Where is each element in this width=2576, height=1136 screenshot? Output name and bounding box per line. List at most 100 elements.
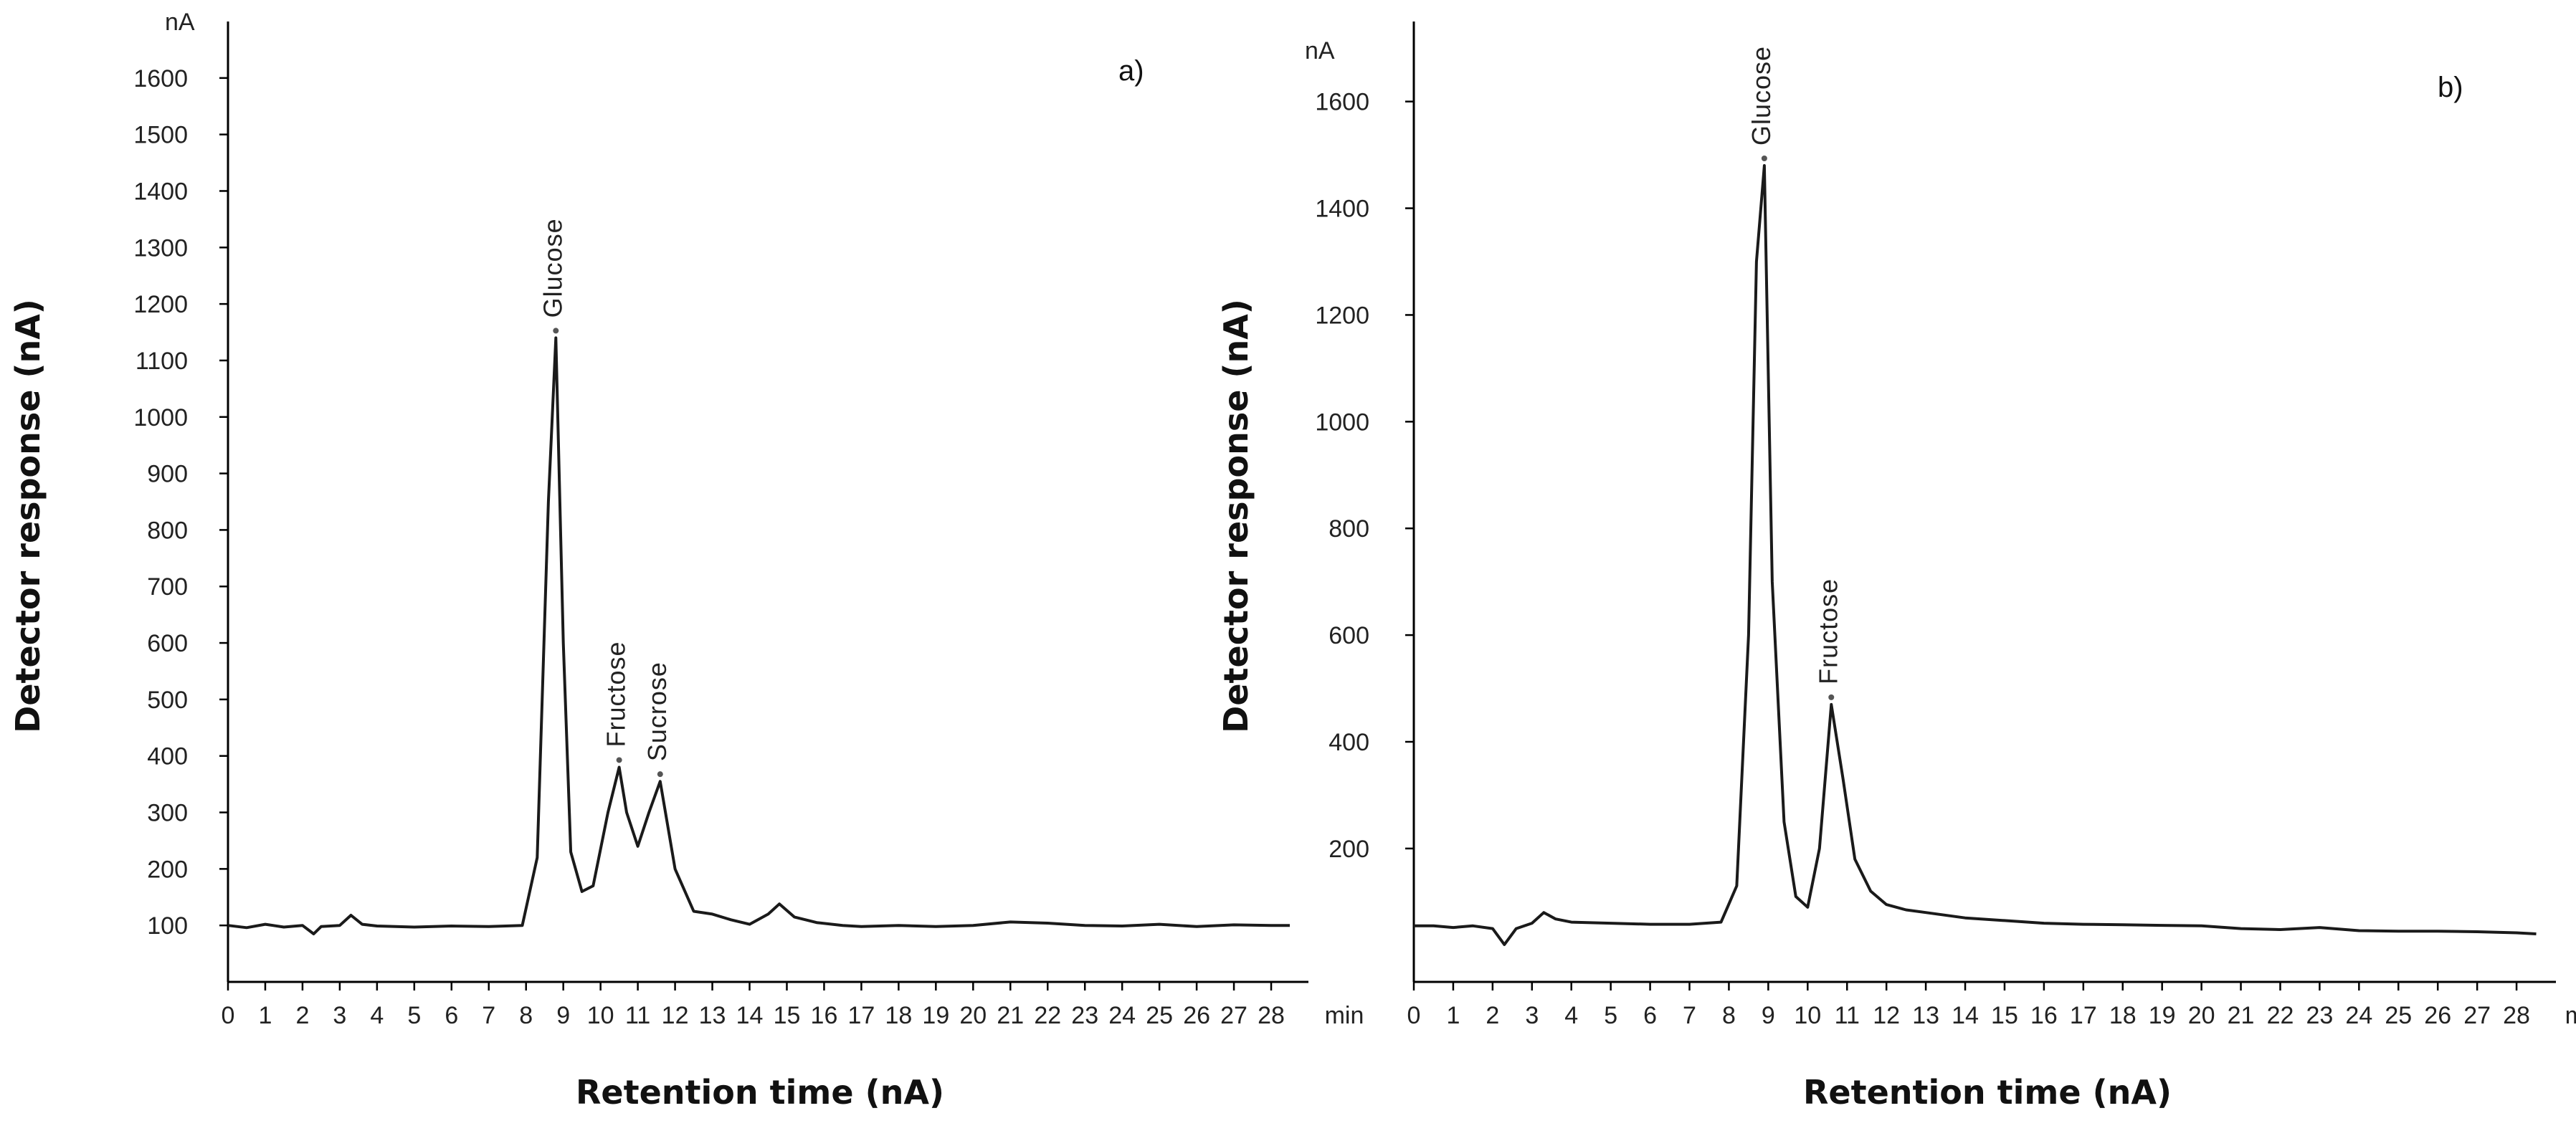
y-unit-label-a: nA: [165, 9, 195, 36]
x-tick-label: 24: [2345, 1002, 2372, 1029]
x-tick-label: 28: [2503, 1002, 2530, 1029]
x-tick-label: 19: [922, 1002, 949, 1029]
x-tick-label: 7: [482, 1002, 495, 1029]
panel-label-a: a): [1118, 55, 1144, 87]
x-tick-label: 23: [2306, 1002, 2333, 1029]
panel-label-b: b): [2438, 72, 2463, 103]
x-tick-label: 20: [959, 1002, 987, 1029]
y-tick-label: 800: [1329, 515, 1369, 543]
peak-label: Glucose: [538, 218, 567, 318]
y-axis-title-b: Detector response (nA): [1217, 299, 1255, 733]
y-tick-label: 1100: [136, 348, 188, 375]
x-tick-label: 28: [1258, 1002, 1285, 1029]
peak-label: Fructose: [1813, 578, 1843, 684]
chromatogram-trace-a: [227, 336, 1290, 935]
peak-label: Sucrose: [642, 662, 672, 761]
x-tick-label: 3: [333, 1002, 346, 1029]
x-tick-label: 17: [2070, 1002, 2097, 1029]
y-tick-label: 1000: [133, 404, 188, 431]
y-tick-label: 400: [147, 743, 188, 770]
x-tick-label: 19: [2149, 1002, 2176, 1029]
y-tick-label: 1200: [1315, 302, 1369, 329]
y-tick-label: 900: [147, 461, 188, 488]
x-tick-label: 11: [1835, 1002, 1860, 1029]
x-tick-label: 8: [1722, 1002, 1736, 1029]
x-axis-title-b: Retention time (nA): [1803, 1073, 2172, 1112]
x-tick-label: 4: [370, 1002, 384, 1029]
x-tick-label: 26: [1183, 1002, 1210, 1029]
x-tick-label: 14: [736, 1002, 764, 1029]
x-tick-label: 6: [1643, 1002, 1657, 1029]
x-tick-label: 15: [774, 1002, 801, 1029]
x-tick-label: 0: [1407, 1002, 1421, 1029]
y-tick-label: 600: [147, 630, 188, 657]
y-tick-label: 1200: [133, 291, 188, 318]
x-unit-label-b: min: [2565, 1002, 2576, 1029]
y-tick-label: 1600: [1315, 89, 1369, 116]
y-tick-label: 1400: [133, 178, 188, 205]
x-tick-label: 12: [662, 1002, 689, 1029]
y-tick-label: 1000: [1315, 409, 1369, 436]
x-tick-label: 0: [222, 1002, 235, 1029]
x-tick-label: 20: [2188, 1002, 2215, 1029]
x-tick-label: 25: [2385, 1002, 2412, 1029]
x-tick-label: 26: [2424, 1002, 2451, 1029]
y-axis-title-a: Detector response (nA): [9, 299, 47, 733]
x-tick-label: 5: [407, 1002, 421, 1029]
y-tick-label: 1600: [133, 65, 188, 92]
x-tick-label: 2: [1486, 1002, 1499, 1029]
x-tick-label: 18: [885, 1002, 912, 1029]
x-tick-label: 4: [1564, 1002, 1578, 1029]
x-tick-label: 12: [1873, 1002, 1900, 1029]
x-tick-label: 21: [997, 1002, 1024, 1029]
x-tick-label: 24: [1108, 1002, 1136, 1029]
x-tick-label: 7: [1683, 1002, 1696, 1029]
x-tick-label: 16: [2030, 1002, 2058, 1029]
x-tick-label: 23: [1071, 1002, 1098, 1029]
x-tick-label: 2: [295, 1002, 309, 1029]
x-tick-label: 16: [811, 1002, 838, 1029]
y-tick-label: 1500: [133, 122, 188, 149]
y-tick-label: 400: [1329, 729, 1369, 756]
y-tick-label: 200: [147, 856, 188, 883]
x-tick-label: 14: [1952, 1002, 1979, 1029]
peak-marker: [553, 328, 559, 334]
x-tick-label: 6: [445, 1002, 458, 1029]
peak-label: Fructose: [602, 641, 631, 747]
x-tick-label: 27: [1220, 1002, 1247, 1029]
x-tick-label: 10: [587, 1002, 614, 1029]
x-tick-label: 25: [1146, 1002, 1173, 1029]
x-axis-title-a: Retention time (nA): [576, 1073, 944, 1112]
x-tick-label: 10: [1794, 1002, 1821, 1029]
y-tick-label: 1300: [133, 234, 188, 262]
x-tick-label: 11: [625, 1002, 650, 1029]
x-tick-label: 3: [1525, 1002, 1539, 1029]
x-unit-label-a: min: [1325, 1002, 1364, 1029]
x-tick-label: 18: [2109, 1002, 2137, 1029]
y-tick-label: 800: [147, 517, 188, 544]
y-tick-label: 700: [147, 573, 188, 601]
x-tick-label: 9: [1762, 1002, 1775, 1029]
x-tick-label: 13: [1912, 1002, 1939, 1029]
x-tick-label: 21: [2228, 1002, 2255, 1029]
x-tick-label: 17: [847, 1002, 875, 1029]
peak-label: Glucose: [1746, 46, 1776, 145]
x-tick-label: 1: [1446, 1002, 1460, 1029]
y-unit-label-b: nA: [1305, 37, 1335, 65]
peak-marker: [1828, 694, 1835, 700]
y-tick-label: 200: [1329, 836, 1369, 863]
peak-marker: [1761, 156, 1767, 161]
x-tick-label: 27: [2463, 1002, 2491, 1029]
y-tick-label: 1400: [1315, 196, 1369, 223]
x-tick-label: 22: [1034, 1002, 1061, 1029]
x-tick-label: 1: [259, 1002, 272, 1029]
x-tick-label: 5: [1604, 1002, 1617, 1029]
y-tick-label: 100: [147, 912, 188, 940]
x-tick-label: 15: [1991, 1002, 2018, 1029]
y-tick-label: 500: [147, 687, 188, 714]
x-tick-label: 8: [519, 1002, 533, 1029]
chart-panel-a: 1002003004005006007008009001000110012001…: [9, 9, 1364, 1112]
peak-marker: [657, 771, 663, 778]
